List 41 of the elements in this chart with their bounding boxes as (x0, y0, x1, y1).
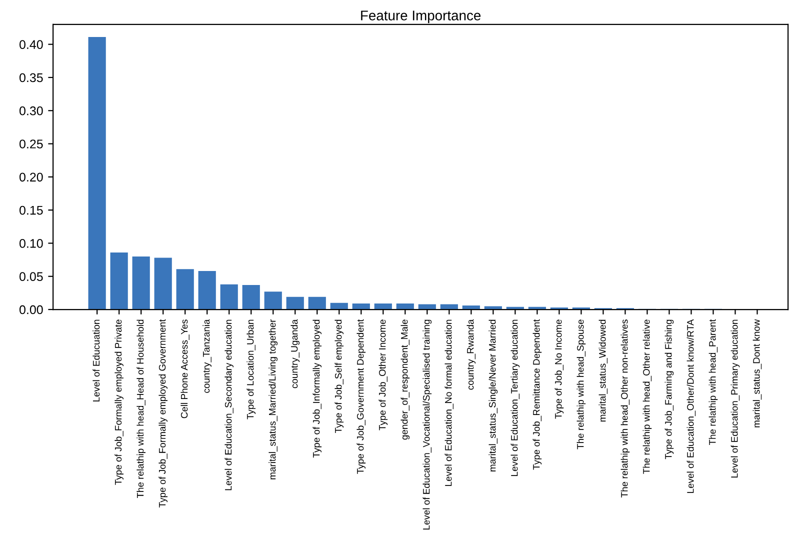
x-tick-label: country_Tanzania (202, 319, 212, 393)
x-tick-label: Type of Job_Informally employed (312, 320, 322, 458)
x-tick-label: Level of Education_Secondary education (224, 320, 234, 490)
x-tick-label: Level of Education_Vocational/Specialised training (422, 320, 432, 530)
x-tick-label: Type of Job_Formally employed Private (114, 320, 124, 485)
x-tick-label: country_Rwanda (466, 319, 476, 390)
x-tick-label: Type of Location_Urban (246, 320, 256, 420)
x-tick-label: The relathip with head_Parent (708, 319, 718, 446)
x-tick-label: The relathip with head_Spouse (576, 320, 586, 450)
y-tick-label: 0.30 (20, 106, 43, 116)
y-tick-label: 0.10 (20, 239, 43, 248)
x-tick-label: Type of Job_Farming and Fishing (664, 320, 674, 460)
x-tick-label: marital_status_Married/Living together (268, 319, 278, 480)
x-tick-label: Level of Educuation (92, 320, 100, 402)
x-tick-label: Type of Job_Remittance Dependent (532, 319, 542, 470)
y-tick-label: 0.05 (20, 272, 43, 282)
x-tick-label: Type of Job_Formally employed Government (158, 319, 168, 508)
x-tick-label: Level of Education_No formal education (444, 320, 454, 486)
y-tick-label: 0.15 (20, 206, 43, 215)
y-tick-label: 0.20 (20, 172, 43, 182)
x-tick-label: Type of Job_Self employed (334, 320, 344, 433)
x-tick-label: Type of Job_No Income (554, 320, 564, 419)
x-tick-label: marital_status_Single/Never Married (488, 320, 498, 472)
x-tick-label: gender_of_respondent_Male (400, 320, 410, 440)
x-tick-label: Level of Education_Other/Dont know/RTA (686, 319, 696, 493)
x-tick-label: Type of Job_Government Dependent (356, 319, 366, 474)
y-tick-label: 0.40 (20, 40, 43, 49)
x-tick-label: Level of Education_Primary education (730, 320, 740, 478)
y-tick-label: 0.25 (20, 140, 43, 148)
x-tick-label: The relathip with head_Other non-relatives (620, 320, 630, 498)
x-tick-label: Level of Education_Tertiary education (510, 320, 520, 476)
x-tick-label: marital_status_Dont know (752, 319, 762, 428)
chart-title: Feature Importance (361, 10, 481, 24)
x-tick-label: Type of Job_Other Income (378, 320, 388, 430)
x-tick-label: The relathip with head_Other relative (642, 320, 652, 474)
x-tick-label: Cell Phone Access_Yes (180, 320, 190, 418)
y-tick-label: 0.00 (20, 305, 43, 314)
x-tick-label: country_Uganda (290, 319, 300, 388)
x-tick-label: The relathip with head_Head of Household (136, 320, 146, 498)
y-tick-label: 0.35 (20, 73, 43, 82)
x-tick-label: marital_status_Widowed (598, 320, 608, 422)
